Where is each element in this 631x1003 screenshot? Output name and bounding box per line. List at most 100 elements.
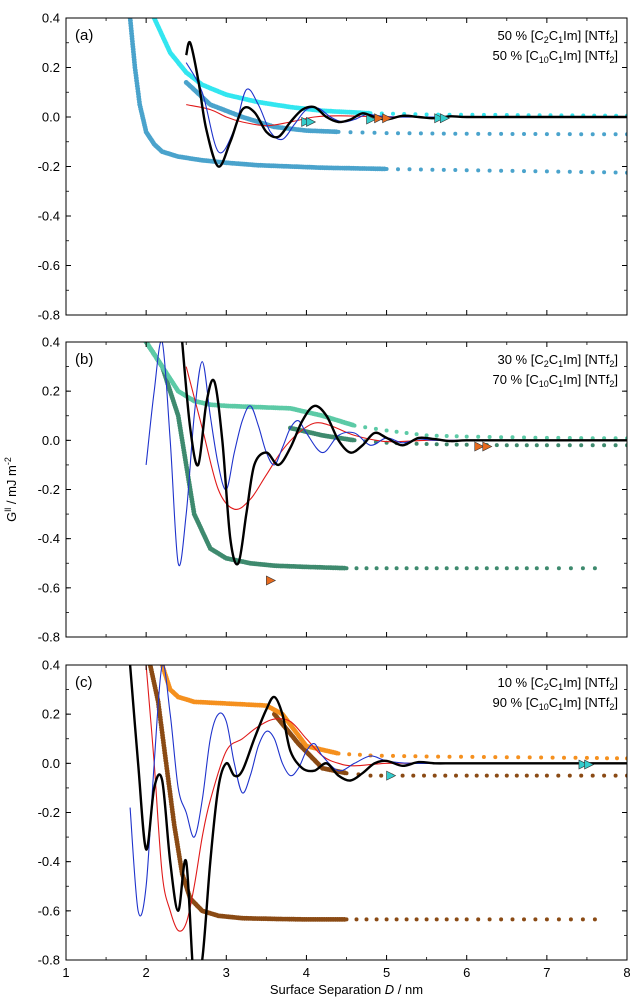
y-tick-label: 0.2 [42,707,60,722]
y-axis-label-units: / mJ m [4,465,19,508]
data-point [567,436,572,440]
data-point [454,434,459,439]
data-point [454,917,459,922]
data-point [474,773,479,778]
plot-area-2 [128,665,627,960]
y-tick-label: 0.4 [42,658,60,673]
data-point [453,168,458,172]
data-point [590,170,595,175]
series-inward [151,18,627,118]
annotation-text: C [549,372,558,387]
data-point [400,773,405,778]
data-point [592,917,597,922]
data-point [510,917,515,922]
y-tick-label: 0.0 [42,110,60,125]
data-point [444,434,449,438]
annotation-line: 70 % [C10C1Im] [NTf2] [492,372,618,389]
annotation-subscript: 2 [609,55,614,65]
annotation-subscript: 1 [558,702,563,712]
annotation-text: C [549,352,558,367]
triangle-marker [374,113,385,124]
data-point [464,168,469,173]
data-point [556,435,561,440]
annotation-subscript: 2 [544,359,549,369]
data-point [379,773,384,778]
data-point [396,167,400,172]
data-point [602,132,607,137]
y-tick-label: -0.2 [38,482,60,497]
data-point [613,132,618,137]
x-tick-label: 8 [623,965,630,980]
data-point [567,443,572,448]
triangle-marker [482,441,493,452]
data-point [522,435,526,440]
data-point [499,917,504,922]
data-point [613,170,618,175]
x-tick-label: 3 [223,965,230,980]
annotation-text: C [549,695,558,710]
data-point [363,425,368,430]
annotation-text: ] [614,695,618,710]
data-point [464,434,469,439]
data-point [584,755,589,760]
data-point [514,443,519,448]
annotation-text: Im] [NTf [563,372,610,387]
data-point [539,755,544,760]
annotation-line: 50 % [C10C1Im] [NTf2] [492,48,618,65]
data-point [424,566,429,571]
data-point [360,130,365,135]
data-point [384,131,389,136]
data-point [504,443,509,448]
data-point [567,132,572,137]
data-point [504,755,509,760]
data-point [544,443,549,448]
y-tick-label: 0.2 [42,384,60,399]
data-point [494,443,499,448]
annotation-subscript: 2 [609,702,614,712]
data-point [556,132,561,137]
series-fit-black [185,40,627,168]
data-point [579,170,584,174]
data-point [510,435,515,440]
data-point [384,917,389,922]
data-point [494,773,499,778]
annotation-subscript: 2 [609,682,614,692]
data-point [404,566,409,571]
annotation-subscript: 2 [544,682,549,692]
y-tick-label: -0.4 [38,531,60,546]
data-point [454,442,459,447]
annotation-subscript: 2 [544,35,549,45]
data-point [580,566,585,571]
data-point [418,131,423,136]
data-point [493,755,498,760]
data-point [544,917,549,922]
annotation-text: 90 % [C [492,695,538,710]
annotation-line: 50 % [C2C1Im] [NTf2] [497,28,618,45]
data-point [550,755,555,760]
y-tick-label: -0.4 [38,854,60,869]
triangle-marker [306,116,317,127]
data-point [464,917,469,922]
data-point [544,435,549,440]
plot-area-1 [143,342,627,586]
annotation-text: C [549,28,558,43]
data-point [414,432,419,437]
data-point [441,131,446,136]
y-tick-label: -0.8 [38,630,60,645]
data-point [476,917,481,922]
data-point [567,773,572,778]
data-point [487,917,492,922]
data-point [384,428,389,433]
data-point [613,443,618,448]
data-point [544,773,549,778]
data-point [436,754,441,759]
plot-area-0 [127,18,627,175]
data-point [444,442,449,447]
y-tick-label: 0.2 [42,60,60,75]
data-point [368,773,373,778]
panel-2: 0.40.20.0-0.2-0.4-0.6-0.81 2 3 4 5 6 7 8(c) 10 %… [38,658,631,998]
data-point [443,773,448,778]
data-point [522,169,526,174]
x-tick-label: 2 [143,965,150,980]
